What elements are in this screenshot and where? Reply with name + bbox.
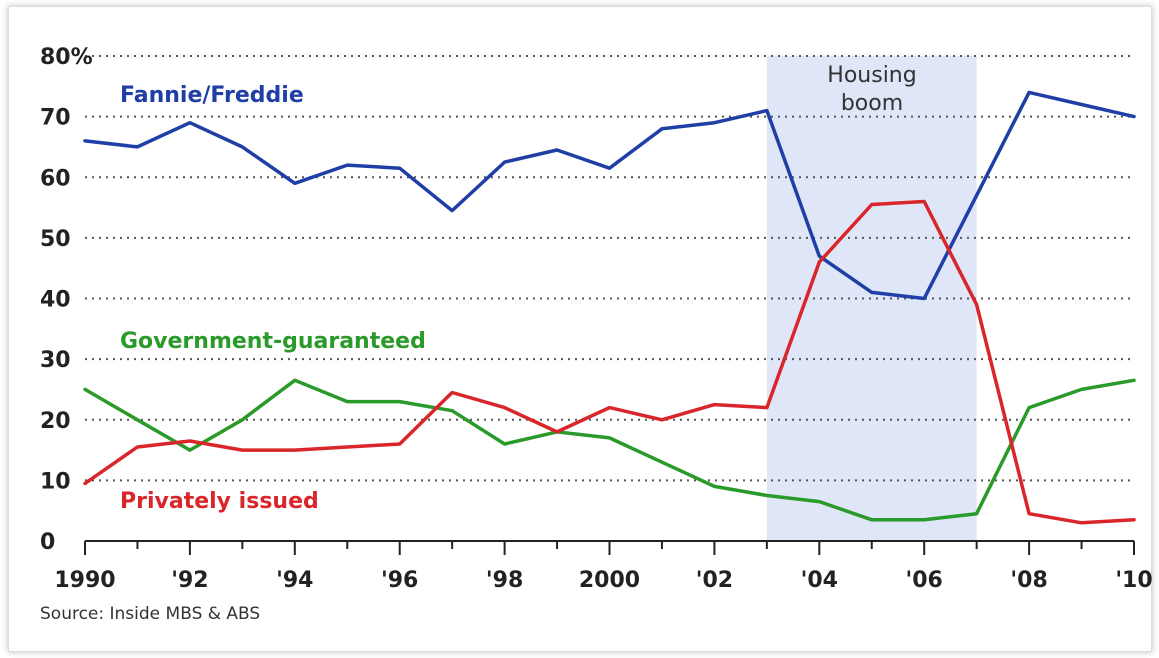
housing-boom-label-line2: boom (841, 91, 903, 116)
y-tick-label-10: 10 (40, 469, 71, 494)
x-tick-label-1992: '92 (171, 568, 208, 593)
label-fannie-freddie: Fannie/Freddie (120, 83, 304, 108)
x-tick-label-2006: '06 (906, 568, 943, 593)
x-tick-label-1998: '98 (486, 568, 523, 593)
series-labels: Fannie/Freddie Government-guaranteed Pri… (120, 63, 917, 514)
label-privately-issued: Privately issued (120, 489, 319, 514)
x-tick-label-2002: '02 (696, 568, 733, 593)
series-lines (83, 90, 1136, 525)
y-tick-label-70: 70 (40, 106, 71, 131)
x-tick-label-2008: '08 (1010, 568, 1047, 593)
series-line-privately-issued (83, 199, 1136, 525)
y-tick-label-80: 80% (40, 45, 93, 70)
y-tick-label-50: 50 (40, 227, 71, 252)
x-tick-label-2010: '10 (1115, 568, 1152, 593)
gridlines (85, 55, 1134, 482)
x-tick-label-1996: '96 (381, 568, 418, 593)
y-tick-label-20: 20 (40, 409, 71, 434)
housing-boom-label-line1: Housing (827, 63, 916, 88)
series-line-government-guaranteed (83, 378, 1136, 522)
y-tick-label-30: 30 (40, 348, 71, 373)
y-tick-label-60: 60 (40, 166, 71, 191)
source-note: Source: Inside MBS & ABS (40, 604, 261, 624)
x-tick-label-2000: 2000 (579, 568, 640, 593)
axes: 0 10 20 30 40 50 60 70 80% 1990 '92 '94 '96 '98 2000 '0… (40, 45, 1153, 593)
x-tick-label-1994: '94 (276, 568, 313, 593)
series-line-fannie-freddie (83, 90, 1136, 301)
x-tick-label-1990: 1990 (54, 568, 115, 593)
label-government-guaranteed: Government-guaranteed (120, 329, 426, 354)
y-tick-label-40: 40 (40, 288, 71, 313)
x-tick-label-2004: '04 (801, 568, 838, 593)
housing-boom-shade (766, 56, 977, 541)
shaded-region-layer (766, 56, 977, 541)
y-tick-label-0: 0 (40, 530, 55, 555)
